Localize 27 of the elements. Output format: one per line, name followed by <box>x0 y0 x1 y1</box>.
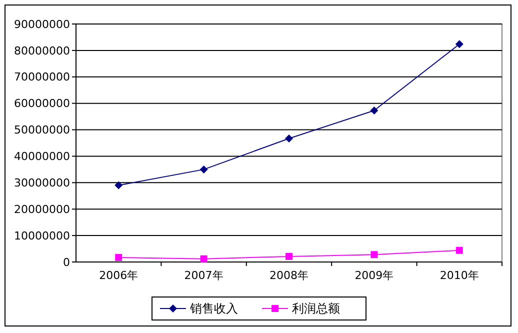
y-tick-label: 40000000 <box>14 150 70 164</box>
x-tick-label: 2009年 <box>354 269 394 282</box>
point <box>370 251 378 258</box>
x-tick-label: 2006年 <box>99 269 138 282</box>
y-tick-label: 90000000 <box>14 18 70 31</box>
point <box>370 106 378 114</box>
point <box>455 40 464 48</box>
y-tick-label: 50000000 <box>14 124 70 137</box>
y-tick-label: 80000000 <box>14 44 70 58</box>
legend-label: 销售收入 <box>189 302 238 316</box>
y-tick-label: 20000000 <box>14 202 70 216</box>
y-tick-label: 10000000 <box>14 229 70 242</box>
point <box>114 181 123 190</box>
point <box>200 255 208 262</box>
x-tick-label: 2010年 <box>440 269 479 282</box>
point <box>456 246 463 254</box>
x-tick-label: 2007年 <box>184 269 224 282</box>
y-tick-label: 70000000 <box>14 70 70 84</box>
y-tick-label: 60000000 <box>14 97 70 110</box>
point <box>285 134 293 143</box>
legend-label: 利润总额 <box>292 302 340 316</box>
y-tick-label: 30000000 <box>14 176 70 190</box>
point <box>115 254 122 262</box>
y-tick-label: 0 <box>63 256 70 269</box>
point <box>286 252 292 260</box>
x-tick-label: 2008年 <box>270 269 308 282</box>
point <box>200 165 208 174</box>
